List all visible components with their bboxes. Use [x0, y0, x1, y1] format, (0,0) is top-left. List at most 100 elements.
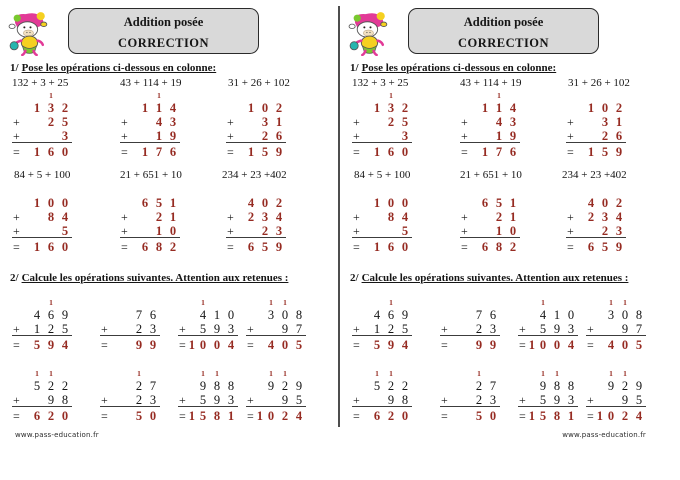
- operand-digit: 8: [47, 210, 55, 224]
- operand-digit: [458, 379, 472, 393]
- carry-spacer: [440, 298, 458, 308]
- carry-digit: [166, 91, 180, 101]
- equals-sign: = 1: [178, 409, 196, 423]
- equals-glyph: =: [227, 144, 234, 159]
- carry-digit: [210, 298, 224, 308]
- sign-spacer: [518, 379, 536, 393]
- problems-area: 132 + 3 + 25 43 + 114 + 19 31 + 26 + 102 1 1…: [12, 77, 306, 423]
- carry-row: 1: [120, 91, 180, 101]
- carry-digit: 1: [283, 369, 287, 378]
- operand-digit: [138, 224, 152, 237]
- result-row: = 9 9: [440, 338, 500, 352]
- operand-digit: 3: [387, 101, 395, 115]
- plus-sign: +: [121, 115, 128, 129]
- equals-sign: =: [352, 145, 370, 159]
- result-digit: 5: [601, 144, 609, 159]
- result-digit: 4: [295, 408, 303, 423]
- result-digit: 6: [509, 144, 517, 159]
- operand-digit: 5: [635, 393, 643, 407]
- expression: 234 + 23 +402: [222, 169, 287, 181]
- operand-digit: 2: [155, 210, 163, 224]
- plus-sign: +: [179, 322, 186, 336]
- result-digit: 4: [567, 337, 575, 352]
- worksheet-subtitle: CORRECTION: [457, 36, 550, 50]
- addend-row: +2 3: [226, 224, 286, 238]
- plus-sign: +: [587, 393, 594, 407]
- result-row: = 6 2 0: [352, 409, 412, 423]
- equals-glyph: =: [461, 144, 468, 159]
- operand-digit: 2: [135, 393, 143, 407]
- sign-spacer: [246, 379, 264, 393]
- sign-spacer: [440, 379, 458, 393]
- carry-digit: [166, 186, 180, 196]
- equals-glyph: =: [13, 239, 20, 254]
- operand-digit: 9: [47, 393, 55, 407]
- operand-digit: 1: [155, 101, 163, 115]
- result-digit: 4: [227, 337, 235, 352]
- result-digit: 6: [247, 239, 255, 254]
- operand-digit: 3: [267, 308, 275, 322]
- equals-glyph: =: [353, 408, 360, 423]
- result-digit: 0: [281, 337, 289, 352]
- addend-row: +9 5: [586, 393, 646, 407]
- carry-spacer: [12, 369, 30, 379]
- result-row: = 1 6 0: [12, 145, 72, 159]
- plus-sign: +: [461, 129, 468, 143]
- result-digit: 0: [199, 337, 207, 352]
- carry-spacer: [178, 369, 196, 379]
- operand-digit: 2: [135, 322, 143, 336]
- operand-digit: 5: [33, 379, 41, 393]
- equals-glyph: =: [441, 337, 448, 352]
- carry-row: [566, 91, 626, 101]
- result-row: = 1 6 0: [352, 240, 412, 254]
- carry-spacer: [460, 91, 478, 101]
- operand-digit: 6: [141, 196, 149, 210]
- plus-sign: +: [587, 322, 594, 336]
- operand-digit: 0: [567, 308, 575, 322]
- addend-row: +3 1: [566, 115, 626, 129]
- operand-digit: [458, 322, 472, 335]
- result-digit: 5: [261, 239, 269, 254]
- addend-row: +1 0: [120, 224, 180, 238]
- operand-digit: [118, 379, 132, 393]
- operand-digit: 5: [61, 224, 69, 238]
- plus-sign: +: [121, 224, 128, 238]
- operand-digit: 3: [489, 393, 497, 407]
- carry-digit: [132, 298, 146, 308]
- operand-digit: 2: [275, 101, 283, 115]
- carry-digit: [478, 186, 492, 196]
- carry-spacer: [352, 369, 370, 379]
- operand-digit: 2: [401, 379, 409, 393]
- operand-digit: 9: [401, 308, 409, 322]
- carry-digit: 1: [609, 298, 613, 307]
- sign-spacer: [352, 196, 370, 210]
- carry-digit: 1: [389, 369, 393, 378]
- result-digit: 8: [553, 408, 561, 423]
- carry-digit: [258, 186, 272, 196]
- carry-digit: [146, 298, 160, 308]
- section-2-heading: 2/Calcule les opérations suivantes. Atte…: [350, 272, 628, 284]
- result-digit: 1: [481, 144, 489, 159]
- expression: 43 + 114 + 19: [120, 77, 182, 89]
- plus-sign: +: [13, 393, 20, 407]
- equals-sign: = 1: [586, 409, 604, 423]
- sign-spacer: [100, 308, 118, 322]
- operand-digit: 0: [601, 101, 609, 115]
- operand-digit: 9: [213, 393, 221, 407]
- carry-digit: 1: [497, 91, 501, 100]
- carry-digit: [292, 369, 306, 379]
- operand-digit: 5: [199, 322, 207, 336]
- carry-spacer: [352, 298, 370, 308]
- operand-digit: 2: [587, 210, 595, 224]
- addition-problem: 1 2 7 +2 3 = 5 0: [100, 369, 160, 423]
- operand-digit: 1: [373, 196, 381, 210]
- carry-digit: [632, 369, 646, 379]
- equals-sign: =: [440, 338, 458, 352]
- operand-digit: 7: [475, 308, 483, 322]
- carry-digit: [398, 186, 412, 196]
